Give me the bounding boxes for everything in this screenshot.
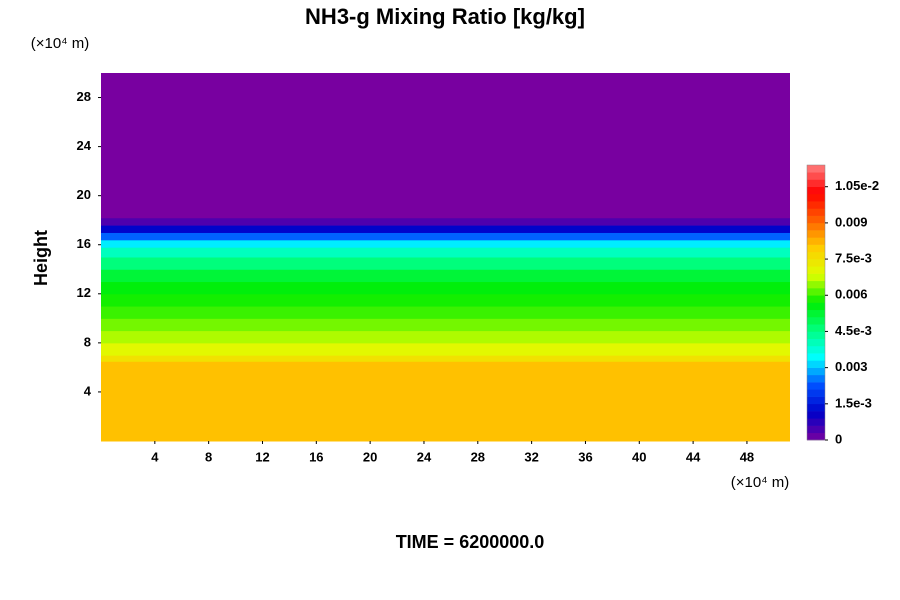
colorbar-step bbox=[807, 179, 825, 188]
x-tick-label: 8 bbox=[205, 449, 212, 464]
colorbar-step bbox=[807, 411, 825, 419]
colorbar-step bbox=[807, 208, 825, 216]
colorbar-step bbox=[807, 396, 825, 405]
contour-band bbox=[101, 73, 790, 219]
colorbar-step bbox=[807, 215, 825, 224]
colorbar-step bbox=[807, 295, 825, 303]
footer: TIME = 6200000.0 bbox=[396, 532, 545, 552]
colorbar-step bbox=[807, 288, 825, 296]
colorbar-step bbox=[807, 251, 825, 260]
colorbar-step bbox=[807, 280, 825, 289]
contour-band bbox=[101, 342, 790, 356]
x-tick-label: 16 bbox=[309, 449, 323, 464]
contour-band bbox=[101, 293, 790, 307]
colorbar-step bbox=[807, 338, 825, 347]
contour-band bbox=[101, 361, 790, 442]
colorbar-tick-label: 0.003 bbox=[835, 359, 868, 374]
colorbar-step bbox=[807, 273, 825, 282]
contour-band bbox=[101, 306, 790, 319]
colorbar-tick-label: 7.5e-3 bbox=[835, 251, 872, 266]
colorbar-step bbox=[807, 353, 825, 361]
colorbar-step bbox=[807, 367, 825, 376]
colorbar-step bbox=[807, 186, 825, 195]
contour-band bbox=[101, 269, 790, 283]
colorbar-tick-label: 4.5e-3 bbox=[835, 323, 872, 338]
x-tick-label: 32 bbox=[524, 449, 538, 464]
contour-band bbox=[101, 239, 790, 248]
x-tick-label: 44 bbox=[686, 449, 701, 464]
y-unit: (×10⁴ m) bbox=[31, 35, 90, 52]
y-tick-label: 12 bbox=[77, 285, 91, 300]
colorbar-tick-label: 0.009 bbox=[835, 214, 868, 229]
contour-band bbox=[101, 225, 790, 233]
contour-band bbox=[101, 318, 790, 332]
colorbar-step bbox=[807, 403, 825, 412]
y-tick-label: 8 bbox=[84, 334, 91, 349]
y-tick-label: 24 bbox=[77, 138, 92, 153]
colorbar-step bbox=[807, 165, 825, 173]
colorbar-tick-label: 1.5e-3 bbox=[835, 395, 872, 410]
colorbar-step bbox=[807, 222, 825, 231]
x-tick-label: 4 bbox=[151, 449, 159, 464]
colorbar-step bbox=[807, 425, 825, 434]
colorbar-step bbox=[807, 345, 825, 354]
contour-band bbox=[101, 355, 790, 362]
x-tick-label: 48 bbox=[740, 449, 754, 464]
colorbar-step bbox=[807, 237, 825, 245]
colorbar-step bbox=[807, 432, 825, 441]
x-tick-label: 24 bbox=[417, 449, 432, 464]
colorbar-step bbox=[807, 259, 825, 267]
x-tick-label: 28 bbox=[471, 449, 485, 464]
y-tick-label: 4 bbox=[84, 383, 92, 398]
colorbar-step bbox=[807, 382, 825, 390]
colorbar-step bbox=[807, 302, 825, 311]
colorbar-step bbox=[807, 230, 825, 238]
colorbar-frame bbox=[806, 164, 826, 441]
colorbar-step bbox=[807, 331, 825, 339]
colorbar-step bbox=[807, 172, 825, 180]
x-tick-label: 40 bbox=[632, 449, 646, 464]
y-tick-label: 28 bbox=[77, 89, 91, 104]
y-axis-label: Height bbox=[31, 230, 51, 286]
colorbar-step bbox=[807, 309, 825, 318]
colorbar-step bbox=[807, 193, 825, 202]
contour-band bbox=[101, 217, 790, 226]
contour-band bbox=[101, 247, 790, 258]
colorbar-step bbox=[807, 418, 825, 426]
colorbar-tick-label: 0 bbox=[835, 431, 842, 446]
colorbar-step bbox=[807, 266, 825, 274]
contour-band bbox=[101, 257, 790, 270]
colorbar-step bbox=[807, 389, 825, 397]
colorbar-step bbox=[807, 374, 825, 383]
y-tick-label: 20 bbox=[77, 187, 91, 202]
contour-band bbox=[101, 281, 790, 295]
colorbar-step bbox=[807, 324, 825, 332]
colorbar-tick-label: 1.05e-2 bbox=[835, 178, 879, 193]
contour-band bbox=[101, 330, 790, 344]
colorbar-step bbox=[807, 201, 825, 209]
x-tick-label: 36 bbox=[578, 449, 592, 464]
colorbar-step bbox=[807, 316, 825, 325]
x-tick-label: 12 bbox=[255, 449, 269, 464]
colorbar-step bbox=[807, 360, 825, 368]
x-tick-label: 20 bbox=[363, 449, 377, 464]
chart-title: NH3-g Mixing Ratio [kg/kg] bbox=[305, 4, 585, 29]
y-tick-label: 16 bbox=[77, 236, 91, 251]
contour-band bbox=[101, 232, 790, 241]
x-unit: (×10⁴ m) bbox=[731, 474, 790, 491]
colorbar-step bbox=[807, 244, 825, 253]
colorbar-tick-label: 0.006 bbox=[835, 287, 868, 302]
